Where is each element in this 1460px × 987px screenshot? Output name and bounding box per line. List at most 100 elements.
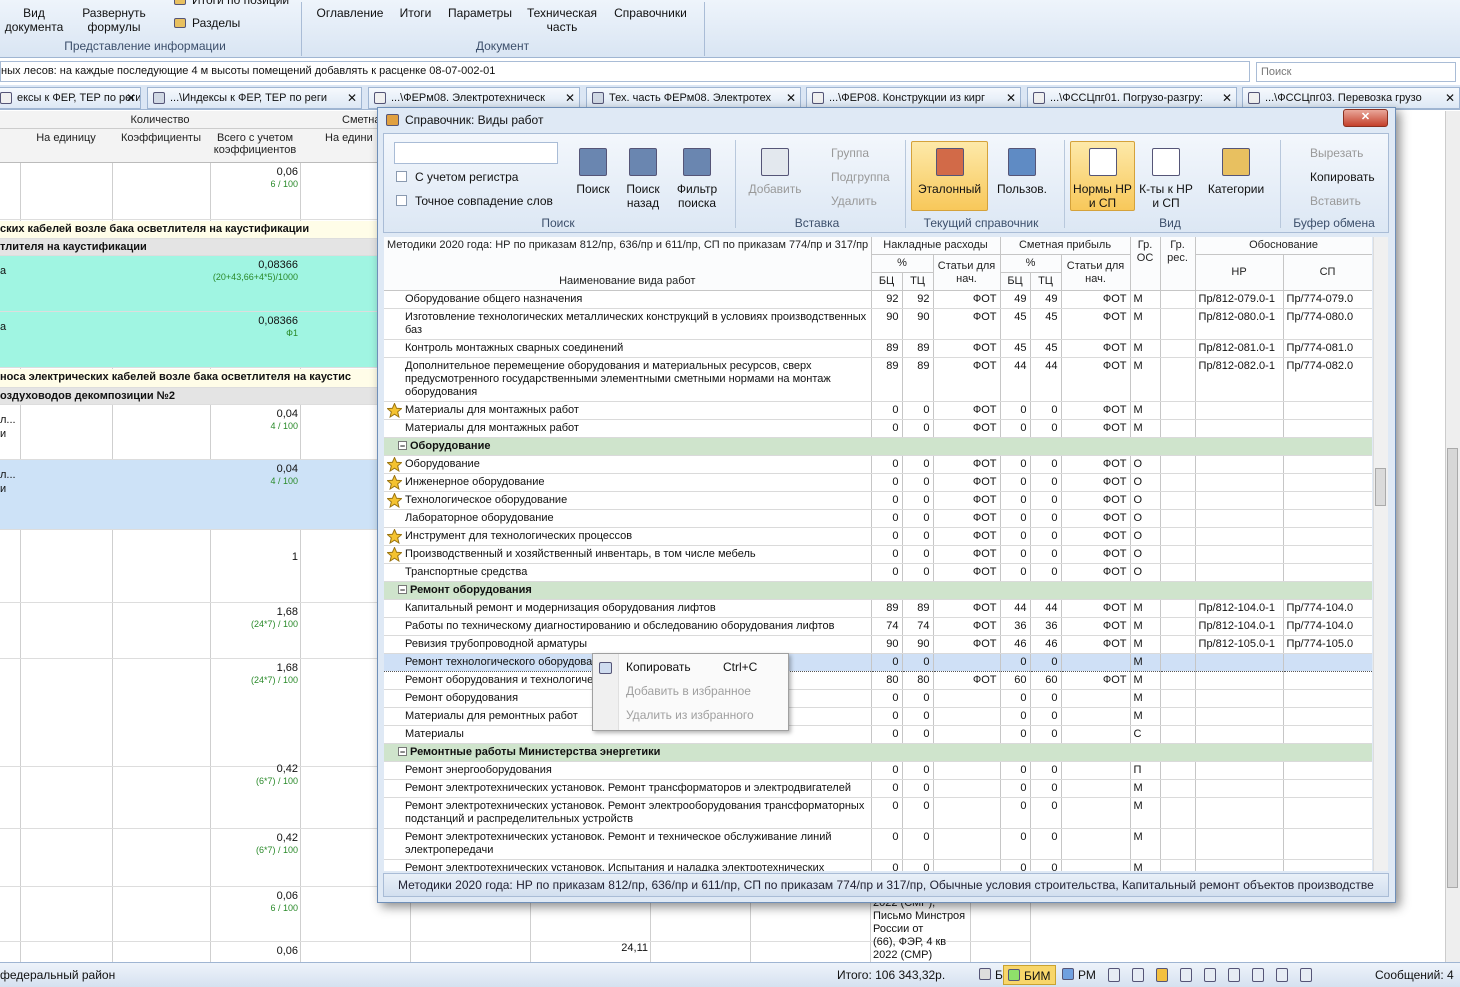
group-row[interactable]: − Ремонтные работы Министерства энергетик…	[384, 743, 1372, 762]
table-row[interactable]: Ремонт оборудования 0 0 0 0 М	[384, 689, 1372, 708]
group-row[interactable]: − Ремонт оборудования	[384, 581, 1372, 600]
toolbar-item[interactable]: Вырезать	[1310, 146, 1364, 160]
tab[interactable]: ...\Индексы к ФЕР, ТЕР по реги ✕	[147, 87, 362, 109]
table-row[interactable]: Дополнительное перемещение оборудования …	[384, 357, 1372, 402]
table-row[interactable]: Материалы 0 0 0 0 С	[384, 725, 1372, 744]
table-row[interactable]: Ревизия трубопроводной арматуры 90 90 ФОТ 46…	[384, 635, 1372, 654]
icon	[1156, 968, 1168, 982]
value-cell: 0	[1030, 828, 1062, 860]
table-row[interactable]: Ремонт энергооборудования 0 0 0 0 П	[384, 761, 1372, 780]
table-row[interactable]: Оборудование 0 0 ФОТ 0 0 ФОТ О	[384, 455, 1372, 474]
toolbar-item[interactable]: Вставить	[1310, 194, 1361, 208]
ribbon-button[interactable]: Справочники	[614, 6, 687, 20]
table-row[interactable]: Материалы для монтажных работ 0 0 ФОТ 0 0 ФОТ М	[384, 419, 1372, 438]
checkbox[interactable]	[396, 171, 407, 182]
formula: (24*7) / 100	[250, 619, 298, 629]
ribbon-button[interactable]: Итоги	[399, 6, 432, 20]
name-cell: Ремонт электротехнических установок. Рем…	[384, 797, 872, 829]
table-row[interactable]: Материалы для ремонтных работ 0 0 0 0 М	[384, 707, 1372, 726]
icon	[1108, 968, 1120, 982]
status-messages[interactable]: Сообщений: 4	[1375, 968, 1454, 982]
value-cell	[1160, 509, 1196, 528]
tab[interactable]: ...\ФССЦпг03. Перевозка грузо ✕	[1242, 87, 1460, 109]
checkbox[interactable]	[396, 195, 407, 206]
ribbon-button[interactable]: Оглавление	[316, 6, 384, 20]
scroll-thumb[interactable]	[1447, 448, 1458, 888]
ribbon-button[interactable]: Разделы	[192, 16, 241, 30]
tab[interactable]: ...\ФЕР08. Конструкции из кирг ✕	[806, 87, 1021, 109]
value-cell	[1195, 419, 1284, 438]
header-cell: СП	[1283, 254, 1372, 291]
ribbon-button[interactable]: Итоги по позиции	[192, 0, 290, 7]
expander[interactable]: −	[398, 747, 407, 757]
table-row[interactable]: Контроль монтажных сварных соединений 89 8…	[384, 339, 1372, 358]
toolbar-button[interactable]: Нормы НР и СП	[1073, 182, 1132, 210]
menu-item[interactable]: Копировать	[626, 660, 691, 674]
table-row[interactable]: Изготовление технологических металлическ…	[384, 308, 1372, 340]
table-row[interactable]: Инструмент для технологических процессов…	[384, 527, 1372, 546]
menu-item[interactable]: Удалить из избранного	[626, 708, 754, 722]
table-row[interactable]: Материалы для монтажных работ 0 0 ФОТ 0 0 ФОТ М	[384, 401, 1372, 420]
value-cell	[1160, 419, 1196, 438]
tab[interactable]: ...\ФЕРм08. Электротехническ ✕	[368, 87, 580, 109]
favorite-star	[387, 475, 402, 490]
row-label: л...	[0, 469, 16, 481]
group-row[interactable]: − Оборудование	[384, 437, 1372, 456]
ribbon-button[interactable]: Развернуть формулы	[82, 6, 146, 34]
value-cell: 89	[871, 339, 903, 358]
value-cell: 45	[1000, 339, 1031, 358]
table-row[interactable]: Ремонт технологического оборудования 0 0 0 0…	[384, 653, 1372, 672]
toolbar-item[interactable]: Копировать	[1310, 170, 1375, 184]
menu-item[interactable]: Добавить в избранное	[626, 684, 751, 698]
table-row[interactable]: Ремонт электротехнических установок. Исп…	[384, 859, 1372, 871]
table-row[interactable]: Ремонт оборудования и технологических ли…	[384, 671, 1372, 690]
value-cell: 44	[1030, 357, 1062, 402]
table-body: Оборудование общего назначения 92 92 ФОТ 49 4…	[384, 290, 1372, 871]
ribbon-button[interactable]: Техническая часть	[526, 6, 597, 34]
table-row[interactable]: Ремонт электротехнических установок. Рем…	[384, 779, 1372, 798]
table-row[interactable]: Технологическое оборудование 0 0 ФОТ 0 0 ФОТ О	[384, 491, 1372, 510]
toolbar-button[interactable]: Пользов.	[996, 182, 1048, 196]
toolbar-button[interactable]: К-ты к НР и СП	[1139, 182, 1193, 210]
tab[interactable]: ...\ФССЦпг01. Погрузо-разгру: ✕	[1027, 87, 1237, 109]
scroll-thumb[interactable]	[1375, 468, 1386, 506]
expander[interactable]: −	[398, 585, 407, 595]
value-cell: 92	[871, 290, 903, 309]
table-row[interactable]: Ремонт электротехнических установок. Рем…	[384, 797, 1372, 829]
toolbar-button[interactable]: Эталонный	[917, 182, 982, 196]
value-cell	[1160, 290, 1196, 309]
value-cell	[1195, 491, 1284, 510]
table-row[interactable]: Ремонт электротехнических установок. Рем…	[384, 828, 1372, 860]
status-mode[interactable]: РМ	[1058, 965, 1100, 985]
toolbar-item[interactable]: Группа	[831, 146, 870, 160]
close-button[interactable]: ✕	[1343, 109, 1388, 127]
header-cell: НР	[1195, 254, 1284, 291]
tab[interactable]: Тех. часть ФЕРм08. Электротех ✕	[586, 87, 801, 109]
toolbar-button[interactable]: Поиск	[576, 182, 610, 196]
toolbar-button[interactable]: Поиск назад	[626, 182, 660, 210]
toolbar-item[interactable]: Подгруппа	[831, 170, 890, 184]
ribbon-button[interactable]: Параметры	[448, 6, 512, 20]
star-shape	[387, 475, 402, 490]
search-box[interactable]: Поиск	[1256, 62, 1456, 82]
table-row[interactable]: Лабораторное оборудование 0 0 ФОТ 0 0 ФОТ О	[384, 509, 1372, 528]
table-row[interactable]: Работы по техническому диагностированию …	[384, 617, 1372, 636]
value-cell: ФОТ	[1061, 527, 1131, 546]
table-row[interactable]: Транспортные средства 0 0 ФОТ 0 0 ФОТ О	[384, 563, 1372, 582]
table-row[interactable]: Инженерное оборудование 0 0 ФОТ 0 0 ФОТ О	[384, 473, 1372, 492]
ribbon-button[interactable]: Вид документа	[4, 6, 64, 34]
value-cell: ФОТ	[1061, 509, 1131, 528]
toolbar-item[interactable]: Удалить	[831, 194, 877, 208]
table-row[interactable]: Оборудование общего назначения 92 92 ФОТ 49 4…	[384, 290, 1372, 309]
toolbar-button[interactable]: Фильтр поиска	[676, 182, 718, 210]
note: России от	[873, 923, 924, 935]
table-row[interactable]: Производственный и хозяйственный инвента…	[384, 545, 1372, 564]
expander[interactable]: −	[398, 441, 407, 451]
status-mode[interactable]: БИМ	[1003, 965, 1056, 985]
toolbar-button[interactable]: Добавить	[748, 182, 802, 196]
toolbar-button[interactable]: Категории	[1207, 182, 1265, 196]
table-row[interactable]: Капитальный ремонт и модернизация оборуд…	[384, 599, 1372, 618]
tab[interactable]: ексы к ФЕР, ТЕР по реги ✕	[0, 87, 141, 109]
search-input[interactable]	[394, 142, 558, 164]
value-cell: 0	[1000, 545, 1031, 564]
